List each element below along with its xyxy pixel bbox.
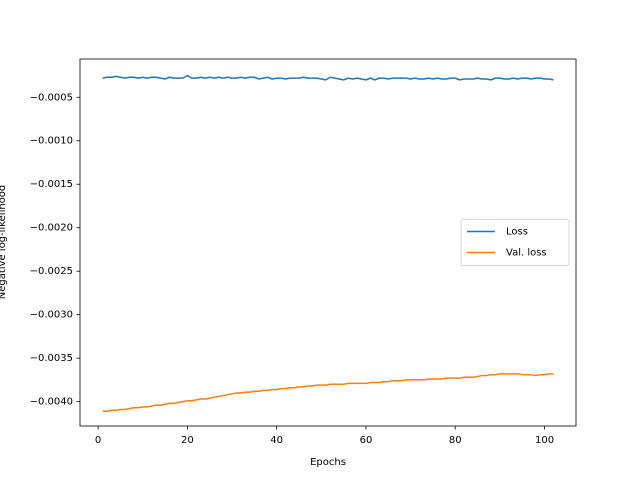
legend-label: Val. loss <box>506 248 547 259</box>
y-tick-label: −0.0010 <box>30 136 73 147</box>
x-tick-label: 20 <box>181 435 194 446</box>
legend-label: Loss <box>506 227 528 238</box>
y-axis-label: Negative log-likelihood <box>0 185 8 300</box>
x-tick-label: 80 <box>449 435 462 446</box>
y-tick-label: −0.0020 <box>30 223 73 234</box>
line-series <box>102 373 554 412</box>
y-tick-label: −0.0025 <box>30 266 73 277</box>
x-tick-label: 100 <box>535 435 554 446</box>
y-tick-label: −0.0005 <box>30 92 73 103</box>
x-tick-label: 60 <box>360 435 373 446</box>
y-tick-label: −0.0030 <box>30 310 73 321</box>
x-tick-label: 40 <box>270 435 283 446</box>
y-tick-label: −0.0015 <box>30 179 73 190</box>
x-tick-label: 0 <box>95 435 101 446</box>
y-tick-label: −0.0040 <box>30 397 73 408</box>
x-axis-label: Epochs <box>310 457 346 468</box>
line-series <box>102 74 554 81</box>
y-tick-label: −0.0035 <box>30 353 73 364</box>
plot-frame <box>79 58 577 427</box>
